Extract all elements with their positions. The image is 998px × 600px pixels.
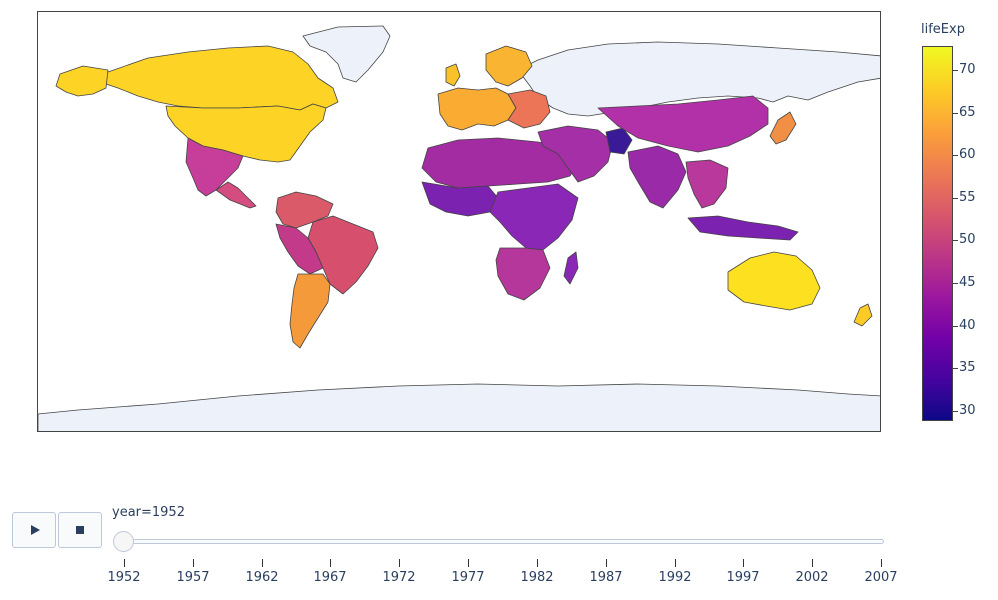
colorbar-tick-label: 30 [959, 402, 976, 418]
year-slider-handle[interactable] [113, 531, 134, 552]
slider-tick-label[interactable]: 1987 [589, 570, 623, 585]
central-america[interactable] [215, 181, 257, 209]
slider-tick-label[interactable]: 1992 [658, 570, 692, 585]
china-central-asia[interactable] [597, 95, 769, 153]
play-button[interactable] [12, 512, 56, 548]
colorbar-tick-mark [953, 197, 958, 199]
southern-africa[interactable] [495, 247, 551, 301]
slider-tick-label[interactable]: 1997 [726, 570, 760, 585]
colorbar-title: lifeExp [921, 22, 965, 37]
middle-east[interactable] [537, 125, 614, 183]
world-map[interactable] [38, 12, 881, 432]
slider-tick-mark [193, 559, 194, 567]
colorbar [922, 46, 953, 421]
new-zealand[interactable] [853, 303, 873, 327]
colorbar-tick-label: 35 [959, 360, 976, 376]
slider-tick-label[interactable]: 2007 [864, 570, 898, 585]
stop-button[interactable] [58, 512, 102, 548]
colorbar-tick-mark [953, 325, 958, 327]
indonesia[interactable] [687, 215, 799, 241]
colorbar-tick-label: 60 [959, 147, 976, 163]
japan[interactable] [769, 111, 797, 145]
colorbar-tick-mark [953, 283, 958, 284]
colorbar-tick-label: 55 [959, 189, 976, 205]
uk[interactable] [445, 63, 461, 87]
alaska[interactable] [55, 65, 109, 97]
canada[interactable] [99, 45, 339, 111]
slider-tick-label[interactable]: 1962 [245, 570, 279, 585]
western-europe[interactable] [437, 87, 517, 131]
slider-tick-mark [399, 559, 400, 567]
stop-icon [76, 526, 84, 534]
slider-tick-label[interactable]: 1957 [176, 570, 210, 585]
slider-tick-mark [124, 559, 125, 567]
eastern-europe[interactable] [507, 89, 551, 129]
slider-tick-mark [468, 559, 469, 567]
colorbar-tick-label: 70 [959, 62, 976, 77]
slider-tick-mark [537, 559, 538, 567]
slider-tick-label[interactable]: 1972 [382, 570, 416, 585]
colorbar-tick-label: 45 [959, 275, 976, 290]
colombia-venezuela[interactable] [275, 191, 334, 229]
colorbar-tick-mark [953, 240, 958, 242]
madagascar[interactable] [563, 251, 579, 285]
slider-tick-mark [675, 559, 676, 567]
slider-tick-label[interactable]: 1967 [313, 570, 347, 585]
colorbar-tick-mark [953, 112, 958, 114]
slider-tick-label[interactable]: 1977 [451, 570, 485, 585]
southeast-asia[interactable] [685, 159, 729, 209]
peru-bolivia[interactable] [275, 223, 324, 275]
colorbar-tick-mark [953, 368, 958, 370]
slider-current-value: year=1952 [112, 505, 185, 520]
australia[interactable] [727, 251, 821, 311]
colorbar-tick-label: 40 [959, 317, 976, 333]
slider-tick-label[interactable]: 1952 [107, 570, 141, 585]
india[interactable] [627, 145, 687, 209]
slider-tick-mark [812, 559, 813, 567]
play-icon [30, 525, 40, 535]
slider-tick-label[interactable]: 1982 [520, 570, 554, 585]
slider-tick-mark [881, 559, 882, 567]
slider-tick-mark [262, 559, 263, 567]
choropleth-map[interactable] [37, 11, 881, 432]
argentina-chile[interactable] [289, 273, 331, 349]
central-east-africa[interactable] [489, 183, 579, 251]
north-africa[interactable] [421, 137, 579, 189]
antarctica[interactable] [38, 383, 881, 432]
afghanistan[interactable] [605, 127, 633, 155]
slider-tick-mark [606, 559, 607, 567]
colorbar-tick-label: 50 [959, 232, 976, 248]
colorbar-tick-mark [953, 70, 958, 71]
scandinavia[interactable] [485, 45, 533, 87]
colorbar-tick-label: 65 [959, 104, 976, 120]
colorbar-tick-mark [953, 155, 958, 157]
mexico[interactable] [185, 137, 244, 197]
slider-tick-label[interactable]: 2002 [795, 570, 829, 585]
colorbar-tick-mark [953, 410, 958, 412]
year-slider-track[interactable] [123, 539, 884, 544]
greenland[interactable] [302, 25, 391, 83]
slider-tick-mark [330, 559, 331, 567]
slider-tick-mark [743, 559, 744, 567]
russia[interactable] [517, 41, 881, 117]
